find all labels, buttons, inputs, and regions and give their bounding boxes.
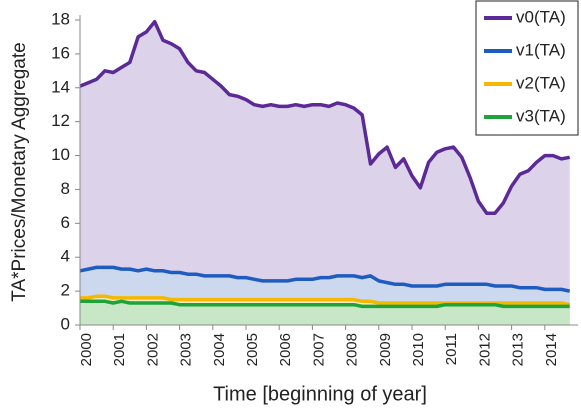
y-tick-label: 6: [61, 213, 70, 232]
x-tick-label: 2009: [377, 333, 394, 366]
legend-label: v1(TA): [516, 40, 566, 59]
y-tick-label: 4: [61, 247, 70, 266]
y-tick-label: 2: [61, 281, 70, 300]
y-tick-label: 12: [51, 111, 70, 130]
x-tick-label: 2002: [144, 333, 161, 366]
x-tick-label: 2008: [344, 333, 361, 366]
x-tick-label: 2013: [510, 333, 527, 366]
x-tick-label: 2010: [410, 333, 427, 366]
y-tick-label: 8: [61, 179, 70, 198]
x-tick-label: 2012: [476, 333, 493, 366]
y-tick-label: 18: [51, 9, 70, 28]
x-tick-label: 2004: [211, 333, 228, 366]
x-tick-label: 2014: [543, 333, 560, 366]
series-line: [79, 19, 571, 215]
x-tick-label: 2000: [78, 333, 95, 366]
y-axis-label: TA*Prices/Monetary Aggregate: [9, 42, 30, 301]
legend-label: v3(TA): [516, 106, 566, 125]
x-tick-label: 2005: [244, 333, 261, 366]
series-line: [80, 299, 570, 309]
x-axis-label: Time [beginning of year]: [213, 383, 427, 405]
series-line: [79, 265, 571, 293]
y-tick-label: 10: [51, 145, 70, 164]
y-tick-label: 14: [51, 77, 70, 96]
legend-box: [475, 0, 579, 136]
x-tick-label: 2011: [443, 333, 460, 365]
area-fill: [80, 21, 570, 325]
area-fill: [80, 301, 570, 325]
y-tick-label: 0: [61, 314, 70, 333]
y-tick-label: 16: [51, 43, 70, 62]
x-tick-label: 2006: [277, 333, 294, 366]
x-tick-label: 2001: [111, 333, 128, 366]
legend-label: v2(TA): [516, 73, 566, 92]
x-tick-label: 2007: [310, 333, 327, 366]
x-tick-label: 2003: [178, 333, 195, 366]
legend-label: v0(TA): [516, 7, 566, 26]
